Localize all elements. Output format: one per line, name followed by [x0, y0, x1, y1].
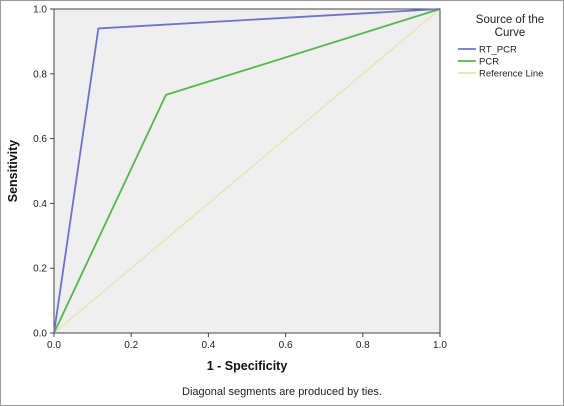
series-line-pcr	[53, 8, 441, 334]
x-tick-label: 0.4	[201, 340, 215, 351]
x-axis-title: 1 - Specificity	[207, 359, 288, 373]
legend-label: Reference Line	[479, 69, 543, 80]
series-line-reference-line	[53, 8, 441, 334]
y-axis-title: Sensitivity	[6, 140, 20, 203]
x-tick-label: 0.8	[356, 340, 370, 351]
series-layer	[53, 8, 441, 334]
x-tick-label: 0.2	[124, 340, 138, 351]
legend-label: RT_PCR	[479, 45, 517, 56]
x-tick-label: 0.6	[279, 340, 293, 351]
legend-title-line2: Curve	[495, 27, 526, 39]
x-tick-label: 0.0	[47, 340, 61, 351]
y-tick-label: 0.4	[33, 199, 47, 210]
x-tick-label: 1.0	[433, 340, 447, 351]
legend-label: PCR	[479, 57, 499, 68]
y-tick-label: 1.0	[33, 5, 47, 16]
series-line-rt-pcr	[53, 8, 441, 334]
footnote: Diagonal segments are produced by ties.	[182, 386, 382, 398]
y-tick-label: 0.0	[33, 329, 47, 340]
y-tick-label: 0.6	[33, 134, 47, 145]
ticks-layer: 0.0 0.2 0.4 0.6 0.8 1.0 0.0 0.2 0.4 0.6 0.8 1.0	[33, 5, 447, 352]
y-tick-label: 0.8	[33, 69, 47, 80]
y-tick-label: 0.2	[33, 264, 47, 275]
legend-title-line1: Source of the	[476, 14, 544, 26]
